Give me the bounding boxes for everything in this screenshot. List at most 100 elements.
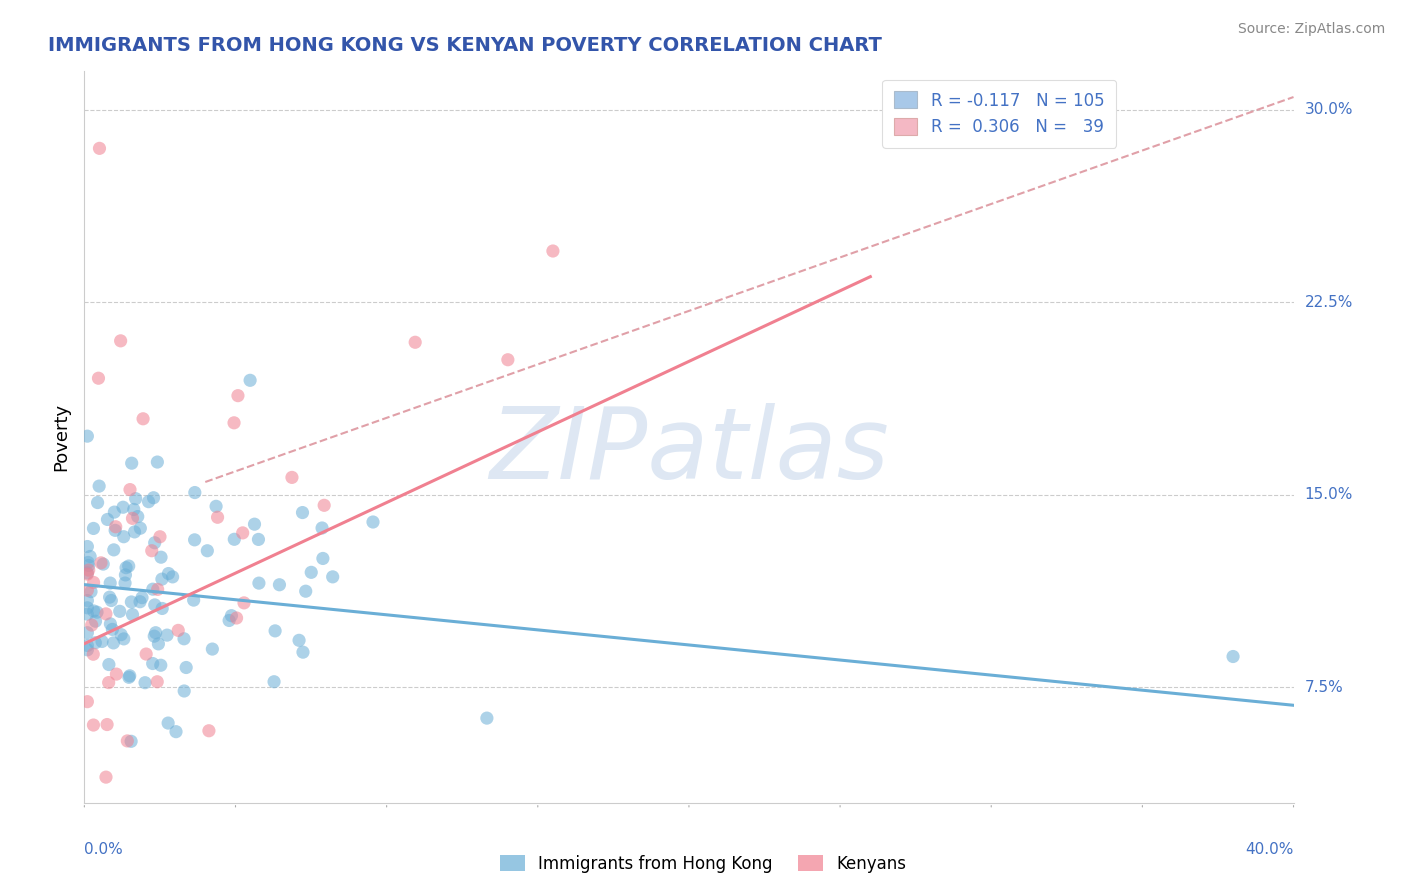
Point <box>96 717 118 731</box>
Point <box>121 607 143 622</box>
Point <box>94 607 117 621</box>
Point <box>183 533 205 547</box>
Point <box>184 485 207 500</box>
Point <box>145 625 167 640</box>
Point <box>311 521 333 535</box>
Point <box>117 734 139 748</box>
Text: Source: ZipAtlas.com: Source: ZipAtlas.com <box>1237 22 1385 37</box>
Point <box>207 510 229 524</box>
Point <box>101 623 124 637</box>
Point <box>322 570 344 584</box>
Point <box>103 505 125 519</box>
Text: 40.0%: 40.0% <box>1246 842 1294 856</box>
Point <box>89 141 111 155</box>
Point <box>222 416 245 430</box>
Point <box>146 582 169 597</box>
Point <box>148 637 170 651</box>
Point <box>115 560 138 574</box>
Point <box>76 695 98 709</box>
Point <box>76 639 98 653</box>
Point <box>312 551 335 566</box>
Point <box>118 669 141 683</box>
Point <box>142 582 165 597</box>
Point <box>264 624 287 638</box>
Point <box>165 724 187 739</box>
Point <box>129 521 152 535</box>
Point <box>86 495 108 509</box>
Point <box>173 684 195 698</box>
Point <box>82 718 104 732</box>
Point <box>143 598 166 612</box>
Point <box>291 645 314 659</box>
Text: 30.0%: 30.0% <box>1305 103 1353 118</box>
Point <box>97 675 120 690</box>
Point <box>122 502 145 516</box>
Point <box>114 576 136 591</box>
Point <box>143 535 166 549</box>
Point <box>157 716 180 731</box>
Point <box>100 593 122 607</box>
Point <box>87 371 110 385</box>
Text: 15.0%: 15.0% <box>1305 487 1353 502</box>
Point <box>89 479 111 493</box>
Point <box>77 558 100 573</box>
Text: 22.5%: 22.5% <box>1305 295 1353 310</box>
Point <box>146 674 169 689</box>
Point <box>143 629 166 643</box>
Point <box>294 584 316 599</box>
Point <box>131 591 153 605</box>
Point <box>118 559 141 574</box>
Point <box>404 335 426 350</box>
Point <box>299 566 322 580</box>
Point <box>127 509 149 524</box>
Point <box>150 572 173 586</box>
Point <box>221 608 243 623</box>
Point <box>104 520 127 534</box>
Point <box>105 667 128 681</box>
Point <box>269 578 291 592</box>
Point <box>76 625 98 640</box>
Point <box>79 549 101 564</box>
Point <box>124 491 146 506</box>
Y-axis label: Poverty: Poverty <box>52 403 70 471</box>
Point <box>233 596 256 610</box>
Point <box>247 576 270 591</box>
Point <box>157 566 180 581</box>
Point <box>224 533 246 547</box>
Point <box>94 770 117 784</box>
Point <box>84 614 107 628</box>
Point <box>156 628 179 642</box>
Point <box>149 658 172 673</box>
Point <box>104 524 127 538</box>
Point <box>183 593 205 607</box>
Text: IMMIGRANTS FROM HONG KONG VS KENYAN POVERTY CORRELATION CHART: IMMIGRANTS FROM HONG KONG VS KENYAN POVE… <box>48 36 882 54</box>
Point <box>174 660 197 674</box>
Point <box>247 533 270 547</box>
Point <box>142 491 165 505</box>
Point <box>103 542 125 557</box>
Point <box>124 524 146 539</box>
Point <box>120 734 142 748</box>
Point <box>243 517 266 532</box>
Point <box>141 543 163 558</box>
Point <box>135 647 157 661</box>
Point <box>83 575 105 590</box>
Point <box>112 632 135 646</box>
Point <box>98 590 121 604</box>
Point <box>118 670 141 684</box>
Point <box>496 352 519 367</box>
Point <box>226 389 249 403</box>
Point <box>218 614 240 628</box>
Text: ZIPatlas: ZIPatlas <box>489 403 889 500</box>
Point <box>114 568 136 582</box>
Point <box>110 334 132 348</box>
Point <box>142 657 165 671</box>
Point <box>232 525 254 540</box>
Point <box>82 521 104 535</box>
Point <box>195 543 218 558</box>
Point <box>112 500 135 515</box>
Point <box>132 411 155 425</box>
Legend: R = -0.117   N = 105, R =  0.306   N =   39: R = -0.117 N = 105, R = 0.306 N = 39 <box>883 79 1116 148</box>
Point <box>80 584 103 599</box>
Point <box>84 636 107 650</box>
